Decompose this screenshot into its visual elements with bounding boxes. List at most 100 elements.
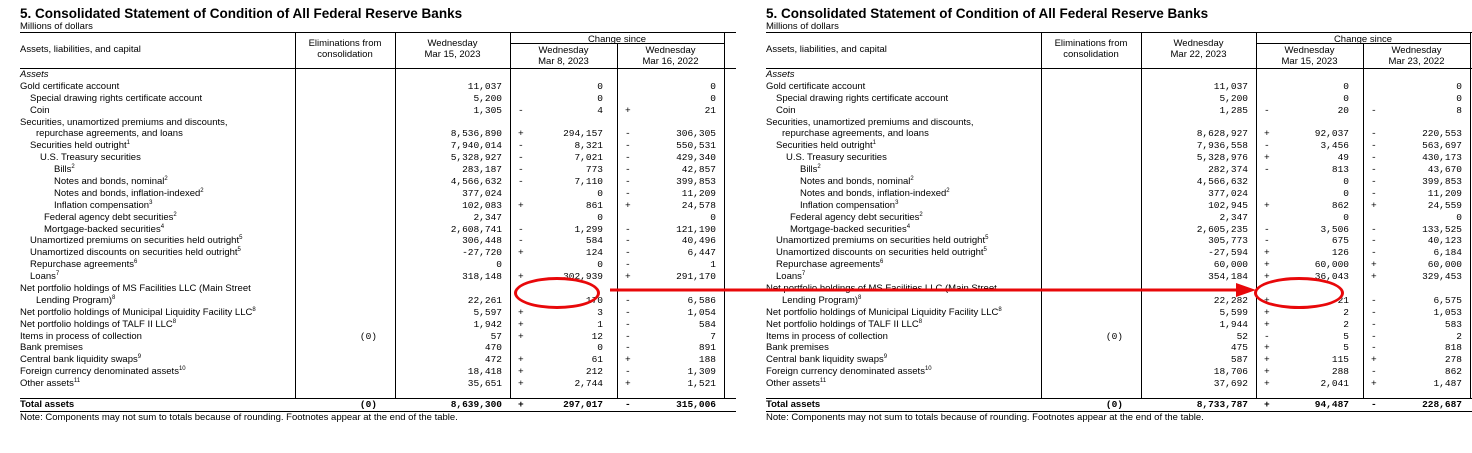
year-change-value: 6,575 [1433, 294, 1462, 306]
current-value: 377,024 [1208, 187, 1248, 199]
row-label: Unamortized discounts on securities held… [776, 247, 987, 259]
year-change-sign: - [625, 223, 631, 235]
current-value: 11,037 [467, 80, 502, 92]
row-label: Unamortized premiums on securities held … [776, 235, 988, 247]
row-label: Items in process of collection [20, 331, 142, 343]
week-change-sign: + [1264, 342, 1270, 354]
week-change-value: 7,110 [574, 176, 603, 188]
year-change-value: 40,496 [681, 235, 716, 247]
current-value: 11,037 [1213, 80, 1248, 92]
week-change-value: 49 [1337, 152, 1349, 164]
row-label-text: Net portfolio holdings of Municipal Liqu… [20, 306, 253, 318]
total-label: Total assets [766, 399, 821, 411]
footnote-ref: 4 [906, 223, 911, 230]
table-header: Assets, liabilities, and capital Eliminat… [20, 32, 736, 69]
current-value: 5,328,976 [1196, 152, 1248, 164]
footnote-ref: 8 [252, 306, 256, 313]
column-divider [1041, 69, 1042, 399]
row-label: Unamortized discounts on securities held… [30, 247, 241, 259]
row-label: Bills2 [800, 164, 821, 176]
row-label: Federal agency debt securities2 [44, 212, 177, 224]
column-divider [724, 33, 725, 68]
header-eliminations: Eliminations from consolidation [1054, 38, 1128, 60]
row-label-text: Gold certificate account [766, 80, 866, 92]
row-label: Central bank liquidity swaps9 [20, 354, 141, 366]
total-week-change: 297,017 [563, 399, 603, 411]
table-row: Items in process of collection (0) 52 - 5 - 2 [766, 331, 1472, 343]
header-change-year: Wednesday Mar 16, 2022 [617, 45, 724, 67]
table-row: Central bank liquidity swaps9 472 +61 +188 [20, 354, 736, 366]
table-row: Federal agency debt securities2 2,347 0 0 [20, 212, 736, 224]
row-label: Mortgage-backed securities4 [790, 224, 910, 236]
year-change-value: 1,053 [1433, 306, 1462, 318]
row-label: Mortgage-backed securities4 [44, 224, 164, 236]
year-change-value: 8 [1456, 104, 1462, 116]
row-label-text: Federal agency debt securities [790, 211, 920, 223]
row-label-text: Securities held outright [30, 140, 127, 152]
footnote-ref: 3 [149, 199, 153, 206]
current-value: 5,328,927 [450, 152, 502, 164]
footnote-ref: 11 [73, 378, 81, 385]
current-value: 1,305 [473, 104, 502, 116]
week-change-value: 3,506 [1320, 223, 1349, 235]
total-year-sign: - [1371, 399, 1377, 411]
header-year-weekday: Wednesday [645, 45, 696, 56]
row-label: repurchase agreements, and loans [782, 128, 929, 140]
current-value: 35,651 [467, 378, 502, 390]
year-change-sign: - [625, 330, 631, 342]
year-change-sign: - [625, 318, 631, 330]
row-label-text: Net portfolio holdings of MS Facilities … [20, 283, 251, 295]
current-value: 57 [490, 330, 502, 342]
current-value: 102,945 [1208, 199, 1248, 211]
week-change-value: 675 [1331, 235, 1349, 247]
row-label: Securities held outright1 [776, 140, 876, 152]
row-label: Loans7 [30, 271, 59, 283]
row-label-text: Unamortized premiums on securities held … [776, 235, 986, 247]
current-value: 4,566,632 [1196, 176, 1248, 188]
row-label-text: repurchase agreements, and loans [36, 128, 183, 140]
header-week-weekday: Wednesday [538, 45, 589, 56]
row-label: Securities held outright1 [30, 140, 130, 152]
week-change-sign: + [518, 199, 524, 211]
header-current-day: Mar 15, 2023 [424, 49, 481, 60]
week-change-value: 7,021 [574, 152, 603, 164]
year-change-sign: - [1371, 342, 1377, 354]
total-label: Total assets [20, 399, 75, 411]
year-change-sign: - [1371, 294, 1377, 306]
year-change-sign: - [625, 366, 631, 378]
week-change-sign: + [518, 378, 524, 390]
year-change-value: 1,521 [687, 378, 716, 390]
section-label: Assets [766, 69, 795, 80]
row-label: Securities, unamortized premiums and dis… [766, 117, 974, 129]
row-label: Notes and bonds, nominal2 [800, 176, 914, 188]
year-change-value: 133,525 [1422, 223, 1462, 235]
table-row: Other assets11 37,692 +2,041 +1,487 [766, 378, 1472, 390]
week-change-sign: + [1264, 128, 1270, 140]
year-change-value: 6,447 [687, 247, 716, 259]
year-change-sign: - [1371, 152, 1377, 164]
current-value: 52 [1236, 330, 1248, 342]
year-change-value: 291,170 [676, 271, 716, 283]
year-change-value: 0 [1456, 80, 1462, 92]
year-change-value: 11,209 [681, 187, 716, 199]
current-value: 5,200 [1219, 92, 1248, 104]
table-row: Securities, unamortized premiums and dis… [20, 117, 736, 129]
row-label-text: Other assets [766, 378, 820, 390]
row-label-text: Notes and bonds, nominal [54, 176, 165, 188]
column-divider [295, 69, 296, 399]
highlight-circle-left [514, 277, 600, 309]
footnote-ref: 8 [918, 318, 923, 325]
row-label: Bank premises [20, 342, 83, 354]
week-change-sign: - [1264, 140, 1270, 152]
year-change-sign: - [1371, 128, 1377, 140]
table-row: Coin 1,305 - 4 +21 [20, 105, 736, 117]
year-change-value: 6,184 [1433, 247, 1462, 259]
row-label: Net portfolio holdings of TALF II LLC8 [20, 319, 176, 331]
table-row: Securities held outright1 7,936,558 - 3,456… [766, 140, 1472, 152]
year-change-value: 1,487 [1433, 378, 1462, 390]
year-change-sign: - [1371, 366, 1377, 378]
row-label: Notes and bonds, nominal2 [54, 176, 168, 188]
total-current: 8,733,787 [1196, 399, 1248, 411]
row-label-text: U.S. Treasury securities [40, 152, 141, 164]
row-label-text: Securities held outright [776, 140, 873, 152]
